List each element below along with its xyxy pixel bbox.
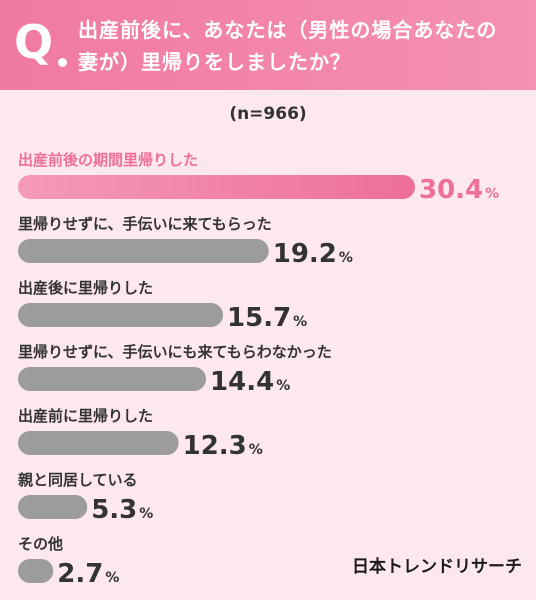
category-label: 出産前に里帰りした bbox=[18, 407, 153, 425]
sample-size-note: (n=966) bbox=[229, 104, 307, 124]
category-label: 里帰りせずに、手伝いにも来てもらわなかった bbox=[18, 343, 332, 361]
value-label: 14.4 bbox=[210, 367, 274, 397]
question-text: 出産前後に、あなたは（男性の場合あなたの 妻が）里帰りをしましたか？ bbox=[78, 14, 528, 78]
question-line-2: 妻が）里帰りをしましたか？ bbox=[78, 50, 351, 74]
value-label: 2.7 bbox=[57, 559, 103, 589]
bar bbox=[18, 495, 88, 519]
value-label: 15.7 bbox=[227, 303, 291, 333]
category-label: 出産後に里帰りした bbox=[18, 279, 153, 297]
value-label: 30.4 bbox=[419, 175, 483, 205]
bar bbox=[18, 559, 54, 583]
bar bbox=[18, 431, 179, 455]
value-unit: % bbox=[485, 186, 499, 202]
value-unit: % bbox=[339, 250, 353, 266]
value-label: 5.3 bbox=[91, 495, 137, 525]
category-label: 里帰りせずに、手伝いに来てもらった bbox=[18, 215, 272, 233]
q-mark: Q bbox=[14, 15, 54, 69]
bar bbox=[18, 239, 269, 263]
brand-logo: 日本トレンドリサーチ bbox=[352, 557, 522, 577]
q-dot bbox=[58, 58, 67, 67]
value-unit: % bbox=[293, 314, 307, 330]
value-unit: % bbox=[139, 506, 153, 522]
category-label: 出産前後の期間里帰りした bbox=[18, 151, 198, 169]
question-line-1: 出産前後に、あなたは（男性の場合あなたの bbox=[78, 18, 498, 42]
category-label: その他 bbox=[18, 535, 63, 553]
value-label: 12.3 bbox=[183, 431, 247, 461]
bar bbox=[18, 175, 415, 199]
bar bbox=[18, 303, 224, 327]
value-unit: % bbox=[276, 378, 290, 394]
value-unit: % bbox=[249, 442, 263, 458]
question-header: Q 出産前後に、あなたは（男性の場合あなたの 妻が）里帰りをしましたか？ bbox=[0, 0, 536, 90]
value-unit: % bbox=[105, 570, 119, 586]
bar bbox=[18, 367, 207, 391]
category-label: 親と同居している bbox=[18, 471, 138, 489]
value-label: 19.2 bbox=[273, 239, 337, 269]
